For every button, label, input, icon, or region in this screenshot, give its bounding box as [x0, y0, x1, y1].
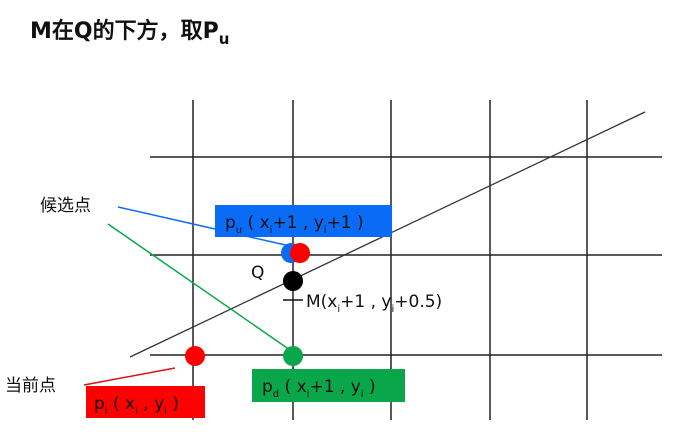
current-point — [185, 346, 205, 366]
pd-point — [283, 346, 303, 366]
pd-label-box — [252, 369, 405, 402]
current-pointer — [83, 367, 176, 386]
pixel-grid — [150, 100, 662, 420]
candidate-pointer-green — [107, 223, 291, 351]
pi-label: pi ( xi , yi ) — [94, 394, 179, 417]
pu-label: pu ( xi+1 , yi+1 ) — [225, 213, 364, 236]
pd-label: pd ( xi+1 , yi ) — [262, 377, 376, 400]
pu-highlight-point — [290, 243, 310, 263]
current-label: 当前点 — [5, 376, 56, 396]
slide-title: M在Q的下方，取Pu — [30, 18, 229, 48]
candidate-label: 候选点 — [40, 196, 91, 216]
midpoint-m — [283, 271, 303, 291]
q-label: Q — [251, 263, 264, 283]
candidate-pointer-blue — [117, 206, 291, 247]
m-label: M(xi+1 , yi+0.5) — [306, 292, 442, 315]
pi-label-box — [86, 386, 205, 418]
pu-label-box — [215, 205, 392, 237]
